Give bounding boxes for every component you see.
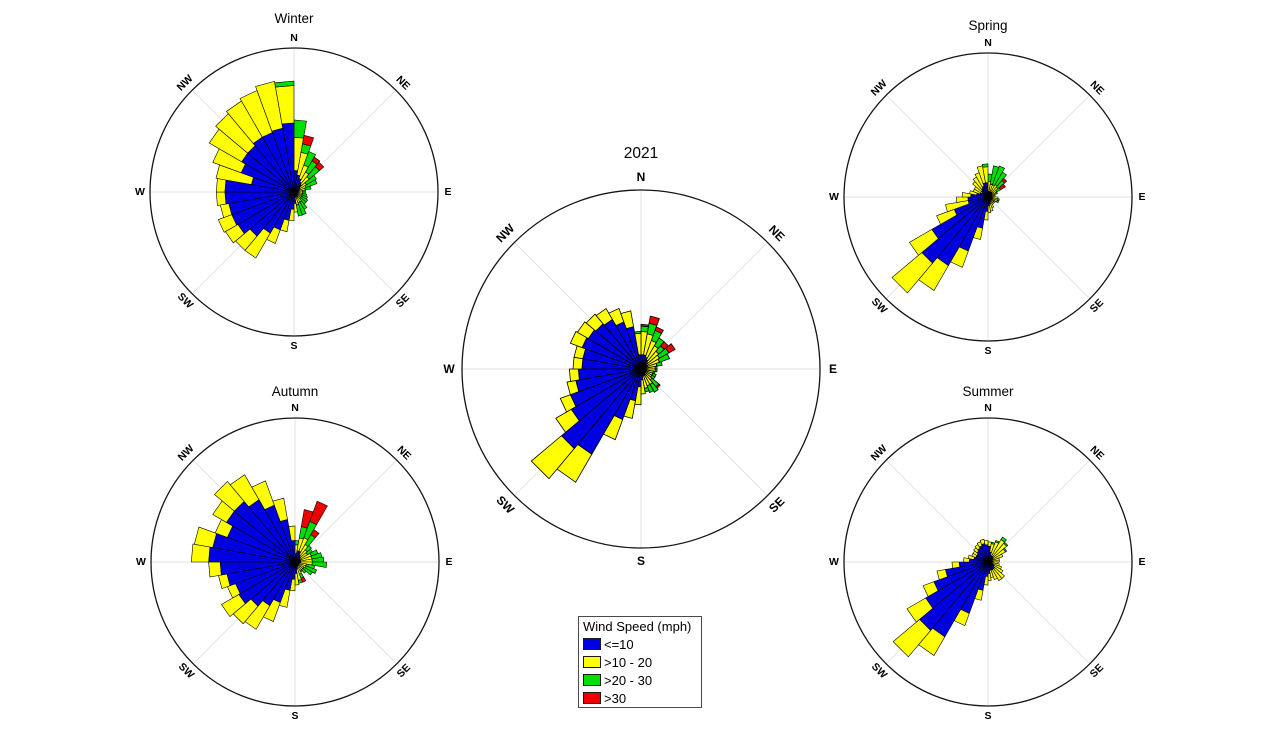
svg-text:SE: SE — [1088, 297, 1106, 315]
legend-label: >10 - 20 — [604, 654, 653, 670]
legend-label: >30 — [604, 690, 627, 706]
legend-swatch-10-20 — [583, 656, 601, 668]
svg-text:NE: NE — [766, 222, 788, 244]
wind-rose-2021: N NE E SE S SW W NW — [436, 164, 846, 579]
svg-text:W: W — [136, 556, 146, 568]
svg-text:N: N — [291, 402, 299, 414]
chart-title-summer: Summer — [962, 384, 1014, 399]
svg-text:E: E — [444, 186, 451, 198]
svg-text:N: N — [637, 170, 646, 184]
wind-rose-autumn: N NE E SE S SW W NW — [130, 397, 460, 732]
chart-title-autumn: Autumn — [271, 384, 319, 399]
legend-swatch-gt30 — [583, 692, 601, 704]
svg-text:S: S — [984, 345, 991, 357]
wind-rose-winter: N NE E SE S SW W NW — [129, 27, 459, 362]
chart-title-winter: Winter — [274, 11, 314, 26]
svg-text:S: S — [984, 710, 991, 722]
legend-item: >30 — [583, 689, 701, 707]
svg-text:S: S — [290, 340, 297, 352]
svg-text:N: N — [984, 37, 992, 49]
svg-text:SE: SE — [395, 662, 413, 680]
legend-swatch-le10 — [583, 638, 601, 650]
svg-text:SE: SE — [766, 494, 787, 515]
svg-text:NE: NE — [1087, 444, 1106, 463]
legend-label: <=10 — [604, 636, 634, 652]
svg-text:W: W — [443, 362, 455, 376]
legend-label: >20 - 30 — [604, 672, 653, 688]
legend-item: >10 - 20 — [583, 653, 701, 671]
svg-text:NE: NE — [393, 74, 412, 93]
svg-text:E: E — [1138, 556, 1145, 568]
svg-text:E: E — [1138, 191, 1145, 203]
svg-text:SE: SE — [394, 292, 412, 310]
svg-text:N: N — [984, 402, 992, 414]
svg-text:W: W — [829, 191, 839, 203]
legend-item: >20 - 30 — [583, 671, 701, 689]
svg-text:SW: SW — [493, 493, 517, 517]
svg-text:S: S — [291, 710, 298, 722]
legend-item: <=10 — [583, 635, 701, 653]
svg-text:N: N — [290, 32, 298, 44]
svg-text:NE: NE — [1087, 79, 1106, 98]
chart-title-2021: 2021 — [623, 145, 659, 162]
svg-text:E: E — [829, 362, 837, 376]
svg-text:W: W — [135, 186, 145, 198]
svg-text:NE: NE — [394, 444, 413, 463]
svg-text:W: W — [829, 556, 839, 568]
chart-title-spring: Spring — [968, 18, 1008, 33]
legend-title: Wind Speed (mph) — [583, 619, 692, 634]
wind-speed-legend: Wind Speed (mph) <=10 >10 - 20 >20 - 30 … — [578, 616, 702, 708]
wind-rose-summer: N NE E SE S SW W NW — [823, 397, 1153, 732]
svg-text:NW: NW — [493, 221, 518, 246]
svg-text:SE: SE — [1088, 662, 1106, 680]
wind-rose-plot-2021: N NE E SE S SW W NW — [443, 170, 837, 568]
wind-rose-spring: N NE E SE S SW W NW — [823, 32, 1153, 367]
legend-swatch-20-30 — [583, 674, 601, 686]
svg-text:E: E — [445, 556, 452, 568]
svg-text:S: S — [637, 554, 645, 568]
